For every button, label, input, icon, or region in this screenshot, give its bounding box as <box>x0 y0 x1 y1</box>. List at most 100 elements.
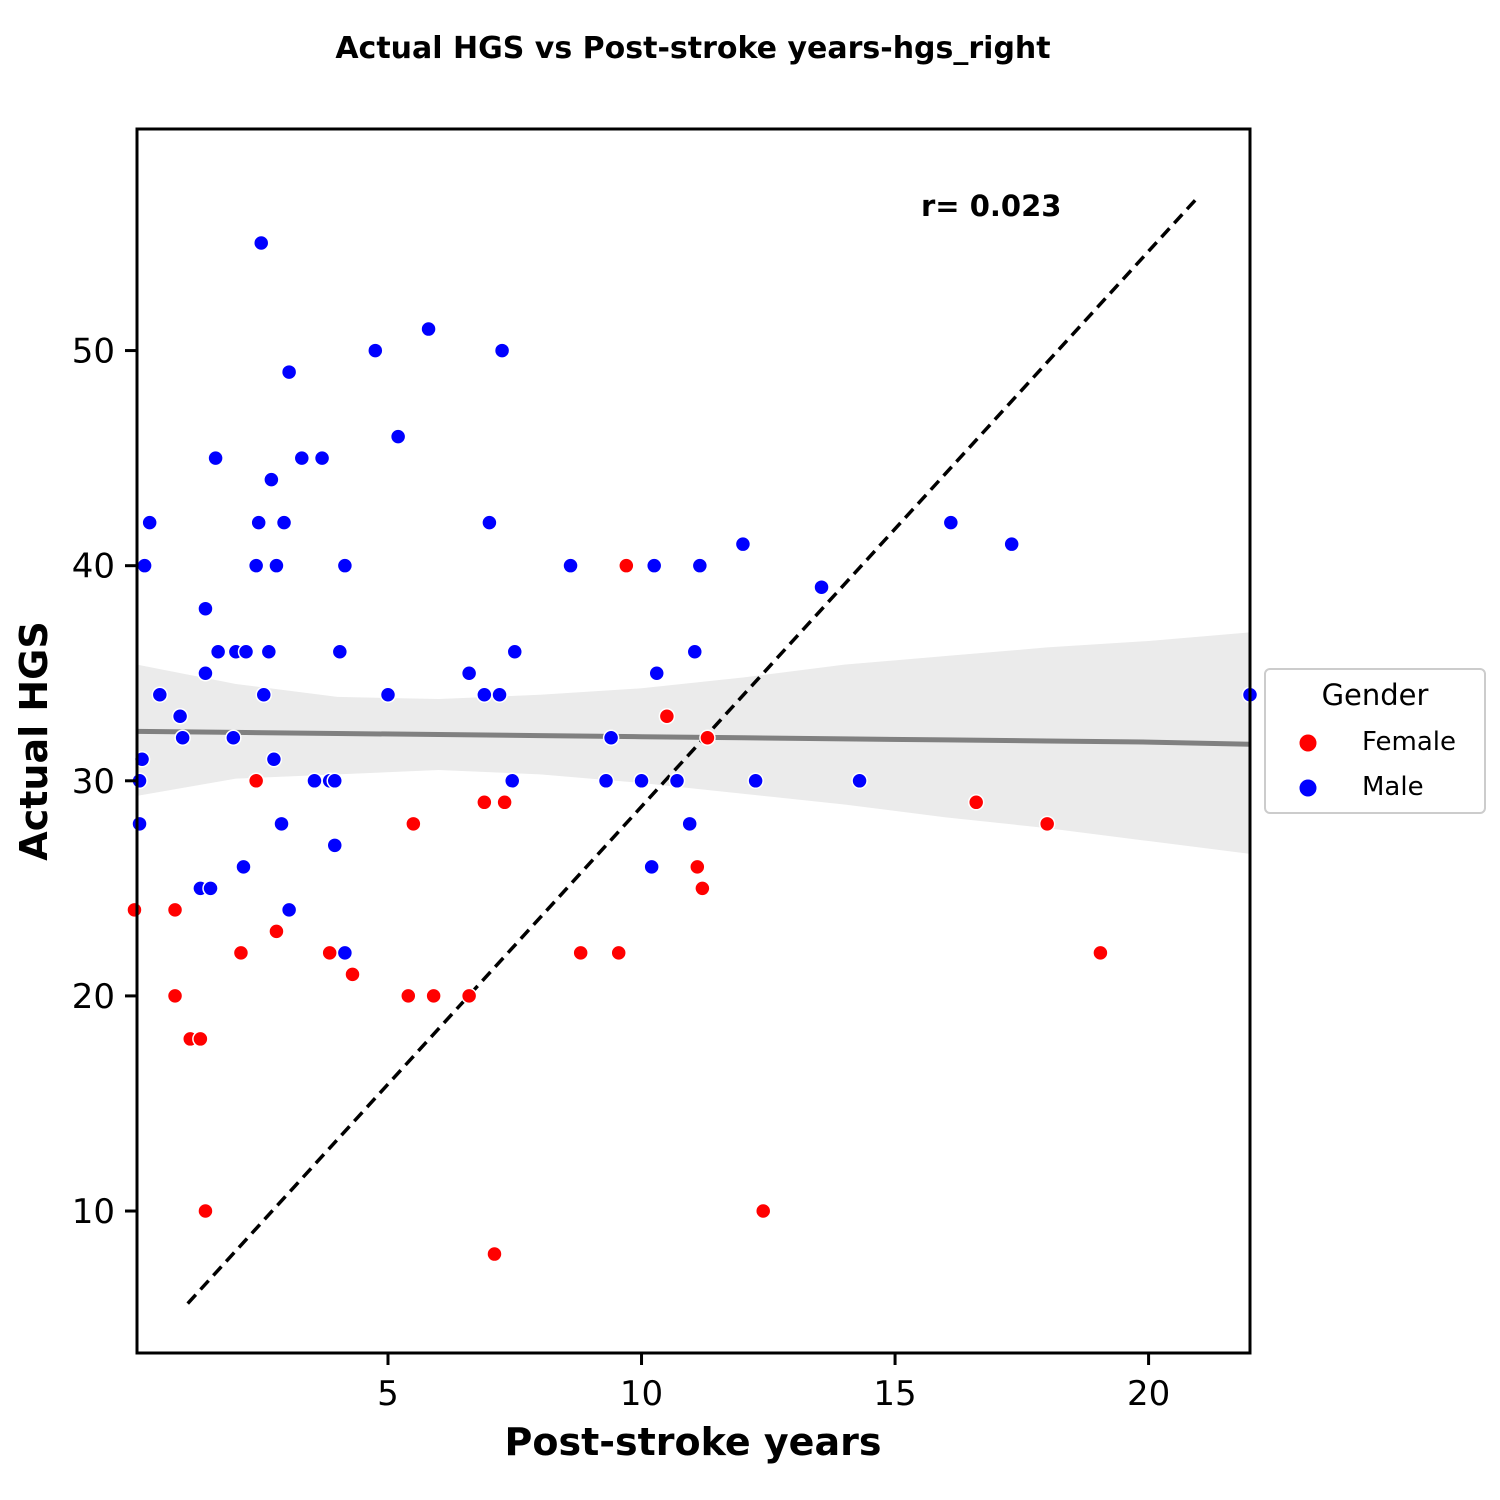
points-layer <box>126 234 1259 1263</box>
data-point-male <box>250 514 267 531</box>
data-point-male <box>686 643 704 660</box>
x-tick-label: 10 <box>620 1374 663 1414</box>
data-point-male <box>263 471 280 488</box>
data-point-male <box>1003 535 1020 553</box>
x-axis-label: Post-stroke years <box>505 1420 882 1464</box>
data-point-male <box>602 729 620 747</box>
data-point-male <box>136 557 153 574</box>
data-point-male <box>252 234 270 252</box>
data-point-female <box>400 987 417 1005</box>
data-point-female <box>476 794 493 811</box>
data-point-male <box>293 449 311 467</box>
data-point-male <box>643 858 660 876</box>
data-point-male <box>942 514 960 531</box>
data-point-male <box>336 944 354 962</box>
data-point-male <box>491 686 508 704</box>
data-point-female <box>268 923 285 940</box>
data-point-male <box>379 686 397 704</box>
x-axis-ticks: 5 10 15 20 <box>377 1353 1170 1414</box>
legend-marker-male <box>1298 778 1318 798</box>
legend: Gender Female Male <box>1264 668 1486 814</box>
data-point-male <box>734 535 752 553</box>
data-point-male <box>247 557 265 574</box>
legend-entries: Female Male <box>1298 727 1456 802</box>
data-point-male <box>151 686 169 704</box>
data-point-male <box>268 557 285 574</box>
data-point-male <box>367 342 384 359</box>
data-point-male <box>476 686 493 704</box>
data-point-female <box>694 880 711 897</box>
y-axis-label: Actual HGS <box>12 621 56 860</box>
x-tick-label: 15 <box>873 1374 916 1414</box>
data-point-female <box>126 901 143 919</box>
data-point-male <box>633 772 650 790</box>
data-point-male <box>306 772 323 790</box>
x-tick-label: 20 <box>1127 1374 1170 1414</box>
data-point-female <box>572 944 589 962</box>
data-point-female <box>496 794 513 811</box>
y-tick-label: 10 <box>72 1192 115 1232</box>
data-point-male <box>503 772 521 790</box>
data-point-male <box>207 449 224 467</box>
data-point-male <box>481 514 498 531</box>
data-point-male <box>506 643 524 660</box>
data-point-male <box>681 815 698 833</box>
legend-label-male: Male <box>1362 772 1424 802</box>
data-point-female <box>247 772 265 790</box>
data-point-male <box>275 514 293 531</box>
data-point-male <box>645 557 663 574</box>
data-point-male <box>235 858 252 876</box>
y-axis-ticks: 10 20 30 40 50 <box>72 332 137 1232</box>
data-point-female <box>610 944 627 962</box>
data-point-male <box>280 363 298 381</box>
data-point-male <box>313 449 331 467</box>
data-point-male <box>326 837 344 854</box>
regression-line-layer <box>136 728 1251 747</box>
data-point-male <box>225 729 242 747</box>
data-point-male <box>237 643 255 660</box>
data-point-male <box>597 772 615 790</box>
x-tick-label: 5 <box>377 1374 399 1414</box>
data-point-female <box>689 858 706 876</box>
data-point-male <box>197 664 214 682</box>
data-point-male <box>691 557 709 574</box>
data-point-female <box>197 1202 214 1220</box>
data-point-male <box>420 320 437 338</box>
correlation-annotation: r= 0.023 <box>921 189 1061 223</box>
y-tick-label: 30 <box>72 762 115 802</box>
data-point-male <box>209 643 227 660</box>
data-point-female <box>754 1202 772 1220</box>
data-point-female <box>1038 815 1056 833</box>
data-point-male <box>813 578 830 596</box>
data-point-female <box>321 944 338 962</box>
data-point-female <box>1092 944 1109 962</box>
data-point-female <box>699 729 716 747</box>
data-point-male <box>260 643 278 660</box>
data-point-male <box>255 686 273 704</box>
data-point-female <box>658 708 676 725</box>
y-tick-label: 20 <box>72 977 115 1017</box>
data-point-female <box>192 1030 209 1048</box>
data-point-female <box>344 966 361 983</box>
data-point-female <box>425 987 442 1005</box>
data-point-male <box>273 815 290 833</box>
data-point-male <box>331 643 349 660</box>
data-point-male <box>336 557 354 574</box>
data-point-male <box>851 772 868 790</box>
data-point-male <box>493 342 511 359</box>
legend-title: Gender <box>1322 678 1429 712</box>
plot-area-frame <box>135 127 1252 1355</box>
legend-label-female: Female <box>1362 727 1456 757</box>
regression-line <box>136 728 1251 747</box>
legend-marker-female <box>1298 733 1318 753</box>
data-point-male <box>668 772 686 790</box>
legend-box <box>1264 668 1486 814</box>
data-point-male <box>747 772 764 790</box>
y-tick-label: 50 <box>72 332 115 372</box>
data-point-male <box>280 901 298 919</box>
data-point-male <box>562 557 579 574</box>
data-point-male <box>171 708 189 725</box>
data-point-male <box>648 664 665 682</box>
